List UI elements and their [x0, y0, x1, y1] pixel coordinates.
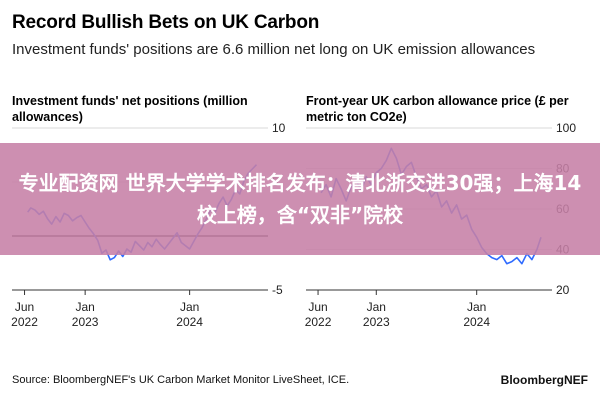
right-ytick-label: 100 — [556, 121, 576, 135]
left-xtick-label-month: Jan — [180, 300, 199, 314]
chart-subtitle: Investment funds' positions are 6.6 mill… — [12, 41, 536, 58]
left-xtick-label-year: 2023 — [72, 315, 99, 329]
right-ytick-label: 20 — [556, 283, 570, 297]
right-xtick-label-year: 2024 — [463, 315, 490, 329]
right-xtick-label-month: Jun — [308, 300, 327, 314]
right-xtick-label-month: Jan — [467, 300, 486, 314]
overlay-banner-text[interactable]: 专业配资网 世界大学学术排名发布：清北浙交进30强；上海14校上榜，含“双非”院… — [18, 171, 582, 227]
right-xtick-label-year: 2022 — [305, 315, 332, 329]
right-panel-title: Front-year UK carbon allowance price (£ … — [306, 94, 569, 124]
left-ytick-label: 10 — [272, 121, 286, 135]
left-panel-title: Investment funds' net positions (million… — [12, 94, 248, 124]
left-xtick-label-year: 2024 — [176, 315, 203, 329]
brand-logo: BloombergNEF — [500, 373, 588, 387]
left-ytick-label: -5 — [272, 283, 283, 297]
right-xtick-label-month: Jan — [367, 300, 386, 314]
source-note: Source: BloombergNEF's UK Carbon Market … — [12, 374, 350, 386]
overlay-banner[interactable]: 专业配资网 世界大学学术排名发布：清北浙交进30强；上海14校上榜，含“双非”院… — [0, 143, 600, 255]
left-xtick-label-year: 2022 — [11, 315, 38, 329]
left-xtick-label-month: Jan — [75, 300, 94, 314]
left-xtick-label-month: Jun — [15, 300, 34, 314]
right-xtick-label-year: 2023 — [363, 315, 390, 329]
chart-title: Record Bullish Bets on UK Carbon — [12, 12, 320, 33]
